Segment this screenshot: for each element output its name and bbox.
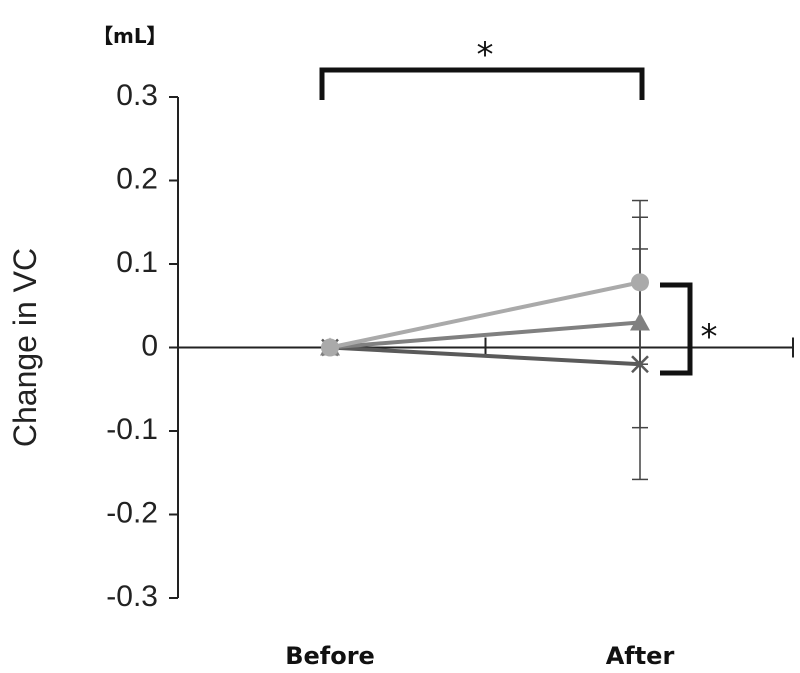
- series-line-circle: [329, 280, 641, 350]
- y-axis-title: Change in VC: [7, 248, 43, 447]
- x-category-label: Before: [285, 642, 375, 670]
- series-line-triangle: [329, 320, 641, 350]
- x-category-label: After: [606, 642, 675, 670]
- y-tick-label: -0.1: [106, 413, 158, 446]
- y-tick-label: 0.3: [116, 79, 158, 112]
- data-point-circle: [321, 338, 339, 357]
- y-tick-label: 0: [141, 329, 158, 362]
- unit-label: 【mL】: [93, 24, 167, 48]
- y-tick-label: -0.3: [106, 580, 158, 613]
- series-line-cross: [329, 345, 641, 367]
- y-tick-label: 0.2: [116, 162, 158, 195]
- significance-star-top: *: [477, 35, 494, 75]
- data-point-circle: [631, 273, 649, 292]
- y-tick-label: -0.2: [106, 496, 158, 529]
- data-point-cross: [631, 355, 649, 374]
- significance-star-right: *: [701, 317, 718, 357]
- y-tick-label: 0.1: [116, 246, 158, 279]
- data-point-triangle: [630, 312, 650, 331]
- significance-bracket-right: [660, 282, 693, 376]
- significance-bracket-top: [319, 67, 645, 100]
